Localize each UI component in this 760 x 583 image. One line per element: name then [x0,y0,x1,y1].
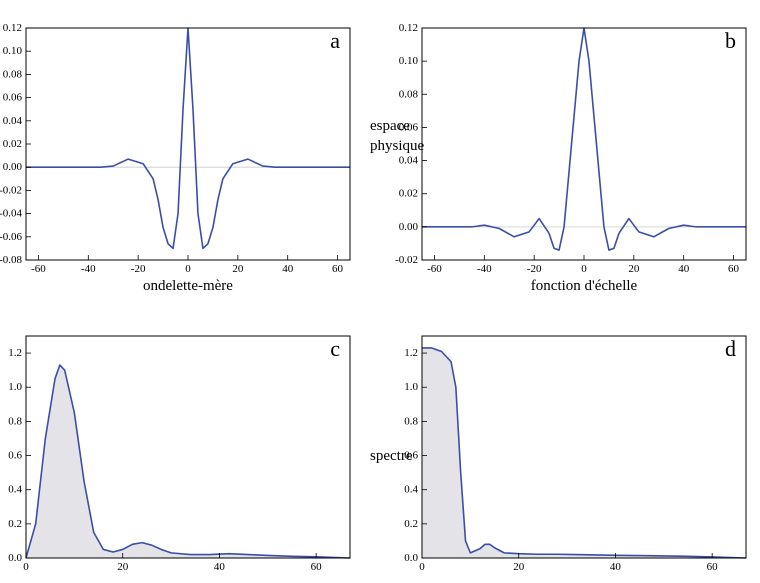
xtick-label: 20 [513,561,525,573]
ytick-label: 0.08 [3,68,23,80]
ytick-label: 0.4 [8,484,22,496]
ytick-label: 0.00 [3,161,23,173]
ytick-label: 0.12 [399,22,418,34]
xtick-label: 40 [282,263,294,275]
xtick-label: -20 [527,263,542,275]
xtick-label: 60 [332,263,344,275]
row-label-top2: physique [370,138,425,154]
ytick-label: 1.2 [404,347,418,359]
figure-root: -60-40-200204060-0.08-0.06-0.04-0.020.00… [0,0,760,583]
ytick-label: 0.08 [399,88,419,100]
panel-letter: b [725,28,736,53]
ytick-label: 0.0 [8,552,22,564]
ytick-label: -0.02 [395,254,418,266]
xtick-label: 0 [185,263,191,275]
xtick-label: 40 [610,561,622,573]
ytick-label: -0.06 [0,231,22,243]
panel-letter: c [330,336,340,361]
xtick-label: 0 [581,263,587,275]
ytick-label: 0.04 [3,115,23,127]
panel-letter: a [330,28,340,53]
ytick-label: 0.10 [3,45,23,57]
xtick-label: -40 [81,263,96,275]
xtick-label: 0 [419,561,425,573]
xtick-label: 0 [23,561,29,573]
ytick-label: 0.4 [404,484,418,496]
xtick-label: -60 [427,263,442,275]
xtick-label: 20 [628,263,640,275]
ytick-label: 1.0 [8,381,22,393]
ytick-label: 0.02 [399,188,418,200]
ytick-label: 0.12 [3,22,22,34]
ytick-label: 0.02 [3,138,22,150]
xtick-label: -40 [477,263,492,275]
x-axis-label: ondelette-mère [143,278,233,294]
row-label-bottom: spectre [370,448,413,464]
ytick-label: -0.04 [0,208,22,220]
row-label-top: espace [370,118,410,134]
ytick-label: 0.00 [399,221,419,233]
ytick-label: 0.0 [404,552,418,564]
plot-bg [26,28,350,260]
ytick-label: 0.10 [399,55,419,67]
panel-letter: d [725,336,736,361]
ytick-label: -0.02 [0,184,22,196]
xtick-label: 40 [214,561,226,573]
xtick-label: -60 [31,263,46,275]
ytick-label: -0.08 [0,254,22,266]
ytick-label: 0.6 [8,450,22,462]
ytick-label: 0.2 [404,518,418,530]
ytick-label: 0.8 [404,415,418,427]
x-axis-label: fonction d'échelle [531,278,638,294]
ytick-label: 1.2 [8,347,22,359]
figure-canvas: -60-40-200204060-0.08-0.06-0.04-0.020.00… [0,0,760,583]
xtick-label: 60 [728,263,740,275]
xtick-label: 60 [707,561,719,573]
ytick-label: 0.04 [399,155,419,167]
ytick-label: 1.0 [404,381,418,393]
plot-bg [422,336,746,558]
xtick-label: 40 [678,263,690,275]
xtick-label: 20 [232,263,244,275]
ytick-label: 0.06 [3,92,23,104]
ytick-label: 0.2 [8,518,22,530]
plot-bg [422,28,746,260]
ytick-label: 0.8 [8,415,22,427]
xtick-label: 60 [311,561,323,573]
xtick-label: -20 [131,263,146,275]
xtick-label: 20 [117,561,129,573]
